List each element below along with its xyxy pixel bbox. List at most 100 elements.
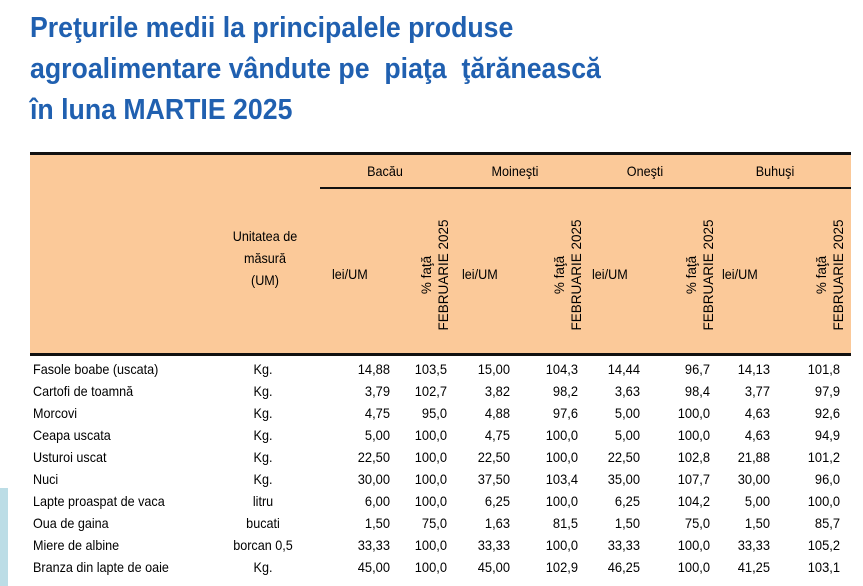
unit: Kg. [253, 361, 273, 377]
percent-cell: 97,6 [552, 405, 578, 421]
percent-cell: 103,4 [545, 471, 578, 487]
price-cell: 6,25 [484, 493, 510, 509]
percent-cell: 100,0 [677, 405, 710, 421]
price-cell: 46,25 [607, 559, 640, 575]
pct-line: % faţă [419, 255, 434, 295]
percent-cell: 102,7 [414, 383, 447, 399]
percent-cell: 100,0 [414, 493, 447, 509]
table-row: Branza din lapte de oaie Kg. 45,00 100,0 45,… [33, 556, 851, 578]
percent-cell: 100,0 [677, 537, 710, 553]
unit: Kg. [253, 383, 273, 399]
pct-line: FEBRUARIE 2025 [831, 219, 846, 331]
table-row: Fasole boabe (uscata) Kg. 14,88 103,5 15,00 1… [33, 358, 851, 380]
price-cell: 3,63 [614, 383, 640, 399]
price-cell: 33,33 [477, 537, 510, 553]
price-header: lei/UM [331, 266, 368, 282]
product-name: Oua de gaina [33, 515, 109, 531]
price-cell: 33,33 [737, 537, 770, 553]
price-cell: 4,63 [744, 405, 770, 421]
table-row: Nuci Kg. 30,00 100,0 37,50 103,4 35,00 107,7 30,… [33, 468, 851, 490]
percent-cell: 100,0 [807, 493, 840, 509]
city-moinesti: Moineşti [491, 163, 539, 179]
price-cell: 35,00 [607, 471, 640, 487]
price-cell: 37,50 [477, 471, 510, 487]
pct-line: FEBRUARIE 2025 [701, 219, 716, 331]
price-cell: 14,44 [607, 361, 640, 377]
price-cell: 3,77 [744, 383, 770, 399]
percent-cell: 98,4 [684, 383, 710, 399]
city-onesti: Oneşti [626, 163, 664, 179]
group-divider [320, 187, 851, 189]
price-cell: 41,25 [737, 559, 770, 575]
percent-cell: 100,0 [414, 449, 447, 465]
percent-cell: 97,9 [814, 383, 840, 399]
um-line: măsură [243, 250, 287, 266]
price-cell: 30,00 [357, 471, 390, 487]
unit: Kg. [253, 471, 273, 487]
percent-cell: 100,0 [414, 471, 447, 487]
price-cell: 6,25 [614, 493, 640, 509]
title-line: agroalimentare vândute pe piaţa ţărăneas… [30, 53, 601, 85]
percent-cell: 96,7 [684, 361, 710, 377]
percent-cell: 75,0 [421, 515, 447, 531]
price-header: lei/UM [591, 266, 628, 282]
price-cell: 1,50 [614, 515, 640, 531]
price-cell: 1,63 [484, 515, 510, 531]
percent-cell: 75,0 [684, 515, 710, 531]
percent-cell: 100,0 [545, 427, 578, 443]
table-row: Oua de gaina bucati 1,50 75,0 1,63 81,5 1,50 75… [33, 512, 851, 534]
table-body: Fasole boabe (uscata) Kg. 14,88 103,5 15,00 1… [33, 358, 851, 578]
price-cell: 33,33 [357, 537, 390, 553]
price-cell: 22,50 [607, 449, 640, 465]
city-buhusi: Buhuşi [755, 163, 795, 179]
price-cell: 33,33 [607, 537, 640, 553]
percent-header-text: % faţă FEBRUARIE 2025 [683, 219, 717, 330]
percent-cell: 100,0 [545, 449, 578, 465]
percent-cell: 96,0 [814, 471, 840, 487]
percent-cell: 81,5 [552, 515, 578, 531]
percent-cell: 105,2 [807, 537, 840, 553]
price-header: lei/UM [721, 266, 758, 282]
product-name: Ceapa uscata [33, 427, 111, 443]
um-header: Unitatea de măsură (UM) [229, 225, 301, 291]
percent-header-text: % faţă FEBRUARIE 2025 [551, 219, 585, 330]
percent-cell: 85,7 [814, 515, 840, 531]
decorative-bar [0, 488, 8, 586]
percent-cell: 98,2 [552, 383, 578, 399]
product-name: Usturoi uscat [33, 449, 107, 465]
percent-cell: 95,0 [421, 405, 447, 421]
pct-line: % faţă [814, 255, 829, 295]
price-cell: 45,00 [477, 559, 510, 575]
percent-cell: 100,0 [414, 427, 447, 443]
price-cell: 6,00 [364, 493, 390, 509]
product-name: Fasole boabe (uscata) [33, 361, 159, 377]
table-row: Usturoi uscat Kg. 22,50 100,0 22,50 100,0 22,5… [33, 446, 851, 468]
percent-cell: 92,6 [814, 405, 840, 421]
percent-cell: 100,0 [677, 427, 710, 443]
percent-cell: 94,9 [814, 427, 840, 443]
percent-header: % faţă FEBRUARIE 2025 [680, 215, 720, 335]
price-cell: 30,00 [737, 471, 770, 487]
percent-cell: 102,8 [677, 449, 710, 465]
price-cell: 5,00 [614, 427, 640, 443]
product-name: Miere de albine [33, 537, 120, 553]
percent-cell: 103,5 [414, 361, 447, 377]
product-name: Nuci [33, 471, 59, 487]
title-line: Preţurile medii la principalele produse [30, 12, 514, 44]
table-row: Miere de albine borcan 0,5 33,33 100,0 33,33… [33, 534, 851, 556]
price-cell: 5,00 [614, 405, 640, 421]
pct-line: % faţă [552, 255, 567, 295]
price-cell: 5,00 [364, 427, 390, 443]
percent-cell: 104,2 [677, 493, 710, 509]
percent-cell: 100,0 [414, 537, 447, 553]
unit: Kg. [253, 427, 273, 443]
table-row: Ceapa uscata Kg. 5,00 100,0 4,75 100,0 5,00 100… [33, 424, 851, 446]
product-name: Cartofi de toamnă [33, 383, 134, 399]
price-cell: 3,82 [484, 383, 510, 399]
table-row: Cartofi de toamnă Kg. 3,79 102,7 3,82 98,2 3,6… [33, 380, 851, 402]
table-row: Morcovi Kg. 4,75 95,0 4,88 97,6 5,00 100,0 4,63 9… [33, 402, 851, 424]
unit: bucati [246, 515, 280, 531]
price-cell: 15,00 [477, 361, 510, 377]
city-bacau: Bacău [367, 163, 403, 179]
percent-cell: 101,2 [807, 449, 840, 465]
